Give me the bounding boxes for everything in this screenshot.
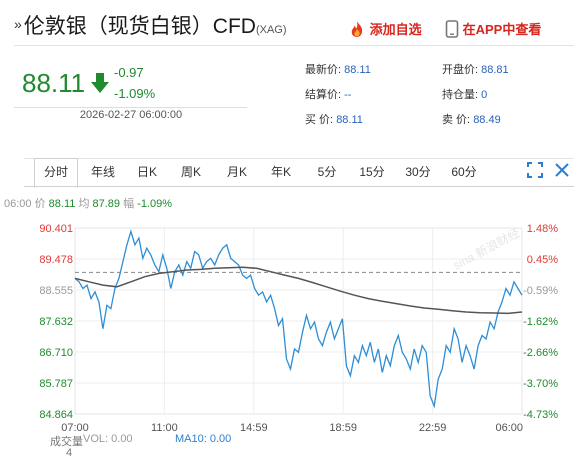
tab-year-line[interactable]: 年线 xyxy=(90,165,115,179)
close-icon[interactable] xyxy=(552,160,572,180)
latest-price-label: 最新价: xyxy=(305,64,342,76)
tab-weekly-k[interactable]: 周K xyxy=(180,165,201,179)
open-price-field: 开盘价: 88.81 xyxy=(442,61,509,77)
legend-price: 88.11 xyxy=(48,198,76,210)
y-tick-pct-label: -3.70% xyxy=(523,378,558,390)
tab-60min[interactable]: 60分 xyxy=(451,165,477,179)
view-in-app-label: 在APP中查看 xyxy=(462,22,542,37)
y-tick-pct-label: -0.59% xyxy=(523,285,558,297)
fullscreen-icon[interactable] xyxy=(525,160,545,180)
phone-icon xyxy=(445,20,459,38)
watermark: sina 新浪财经 xyxy=(450,225,522,273)
tab-yearly-k[interactable]: 年K xyxy=(270,165,291,179)
chart-legend: 06:00 价 88.11 均 87.89 幅 -1.09% xyxy=(4,195,172,211)
x-tick-label: 11:00 xyxy=(151,422,178,434)
volume-header: 成交量 xyxy=(50,433,83,449)
legend-price-label: 价 xyxy=(34,198,46,210)
sell-price-value: 88.49 xyxy=(473,114,501,126)
average-series-line xyxy=(74,266,523,315)
add-watchlist-label: 添加自选 xyxy=(369,22,422,37)
double-chevron-icon: » xyxy=(14,16,22,32)
buy-price-label: 买 价: xyxy=(305,114,334,126)
price-change-percent: -1.09% xyxy=(114,86,156,101)
x-tick-label: 18:59 xyxy=(329,422,357,434)
settle-price-label: 结算价: xyxy=(305,89,342,101)
legend-time: 06:00 xyxy=(4,198,32,210)
ma10-value: 0.00 xyxy=(209,433,232,445)
ma10-label: MA10: xyxy=(175,433,207,445)
ma10-field: MA10: 0.00 xyxy=(175,433,231,445)
tab-5min[interactable]: 5分 xyxy=(317,165,337,179)
tab-30min[interactable]: 30分 xyxy=(405,165,431,179)
current-price: 88.11 xyxy=(22,68,86,98)
latest-price-value: 88.11 xyxy=(344,64,371,76)
down-arrow-icon xyxy=(91,73,109,93)
y-tick-label: 84.864 xyxy=(39,409,73,421)
y-tick-pct-label: 1.48% xyxy=(527,223,558,235)
y-tick-pct-label: 0.45% xyxy=(527,254,558,266)
header-divider xyxy=(14,45,574,46)
chart-period-tabs: 分时 年线 日K 周K 月K 年K 5分 15分 30分 60分 xyxy=(24,158,574,188)
plot-frame xyxy=(74,227,523,415)
y-tick-label: 86.710 xyxy=(39,347,73,359)
y-tick-label: 87.632 xyxy=(39,316,73,328)
x-tick-label: 22:59 xyxy=(419,422,447,434)
buy-price-field: 买 价: 88.11 xyxy=(305,111,363,127)
legend-amp-label: 幅 xyxy=(123,198,135,210)
vol-label: VOL: xyxy=(83,433,109,445)
vol-value: 0.00 xyxy=(111,433,133,445)
sell-price-field: 卖 价: 88.49 xyxy=(442,111,501,127)
tab-15min[interactable]: 15分 xyxy=(359,165,385,179)
tabs-underline xyxy=(24,186,574,187)
settle-price-value: -- xyxy=(344,89,352,101)
open-price-label: 开盘价: xyxy=(442,64,479,76)
tab-monthly-k[interactable]: 月K xyxy=(226,165,247,179)
quote-divider xyxy=(14,107,247,108)
position-value: 0 xyxy=(481,89,488,101)
position-field: 持仓量: 0 xyxy=(442,86,487,102)
settle-price-field: 结算价: -- xyxy=(305,86,351,102)
volume-unit: 4 xyxy=(66,447,73,459)
price-change: -0.97 xyxy=(114,65,144,80)
position-label: 持仓量: xyxy=(442,89,479,101)
y-tick-pct-label: -4.73% xyxy=(523,409,558,421)
legend-amp: -1.09% xyxy=(137,198,173,210)
vol-field: VOL: 0.00 xyxy=(83,433,133,445)
x-tick-label: 14:59 xyxy=(240,422,268,434)
tab-daily-k[interactable]: 日K xyxy=(136,165,157,179)
x-tick-label: 06:00 xyxy=(495,422,523,434)
legend-avg-label: 均 xyxy=(78,198,90,210)
sell-price-label: 卖 价: xyxy=(442,114,471,126)
quote-datetime: 2026-02-27 06:00:00 xyxy=(79,109,183,121)
header: »伦敦银（现货白银）CFD(XAG) 添加自选 在APP中查看 xyxy=(0,0,574,46)
latest-price-field: 最新价: 88.11 xyxy=(305,61,371,77)
open-price-value: 88.81 xyxy=(481,64,509,76)
page-title: »伦敦银（现货白银）CFD(XAG) xyxy=(14,10,287,40)
title-symbol: (XAG) xyxy=(255,24,287,36)
tab-intraday[interactable]: 分时 xyxy=(34,158,78,188)
fire-icon xyxy=(351,21,363,37)
y-tick-pct-label: -2.66% xyxy=(523,347,558,359)
y-tick-label: 85.787 xyxy=(39,378,73,390)
view-in-app-button[interactable]: 在APP中查看 xyxy=(445,19,541,38)
y-tick-pct-label: -1.62% xyxy=(523,316,558,328)
title-text: 伦敦银（现货白银）CFD xyxy=(23,15,256,38)
price-series-line xyxy=(74,229,523,409)
legend-avg: 87.89 xyxy=(92,198,121,210)
y-tick-label: 88.555 xyxy=(39,285,73,297)
buy-price-value: 88.11 xyxy=(336,114,363,126)
volume-label: 成交量 xyxy=(50,436,83,448)
y-tick-label: 90.401 xyxy=(39,223,73,235)
add-watchlist-button[interactable]: 添加自选 xyxy=(348,19,422,38)
y-tick-label: 89.478 xyxy=(39,254,73,266)
